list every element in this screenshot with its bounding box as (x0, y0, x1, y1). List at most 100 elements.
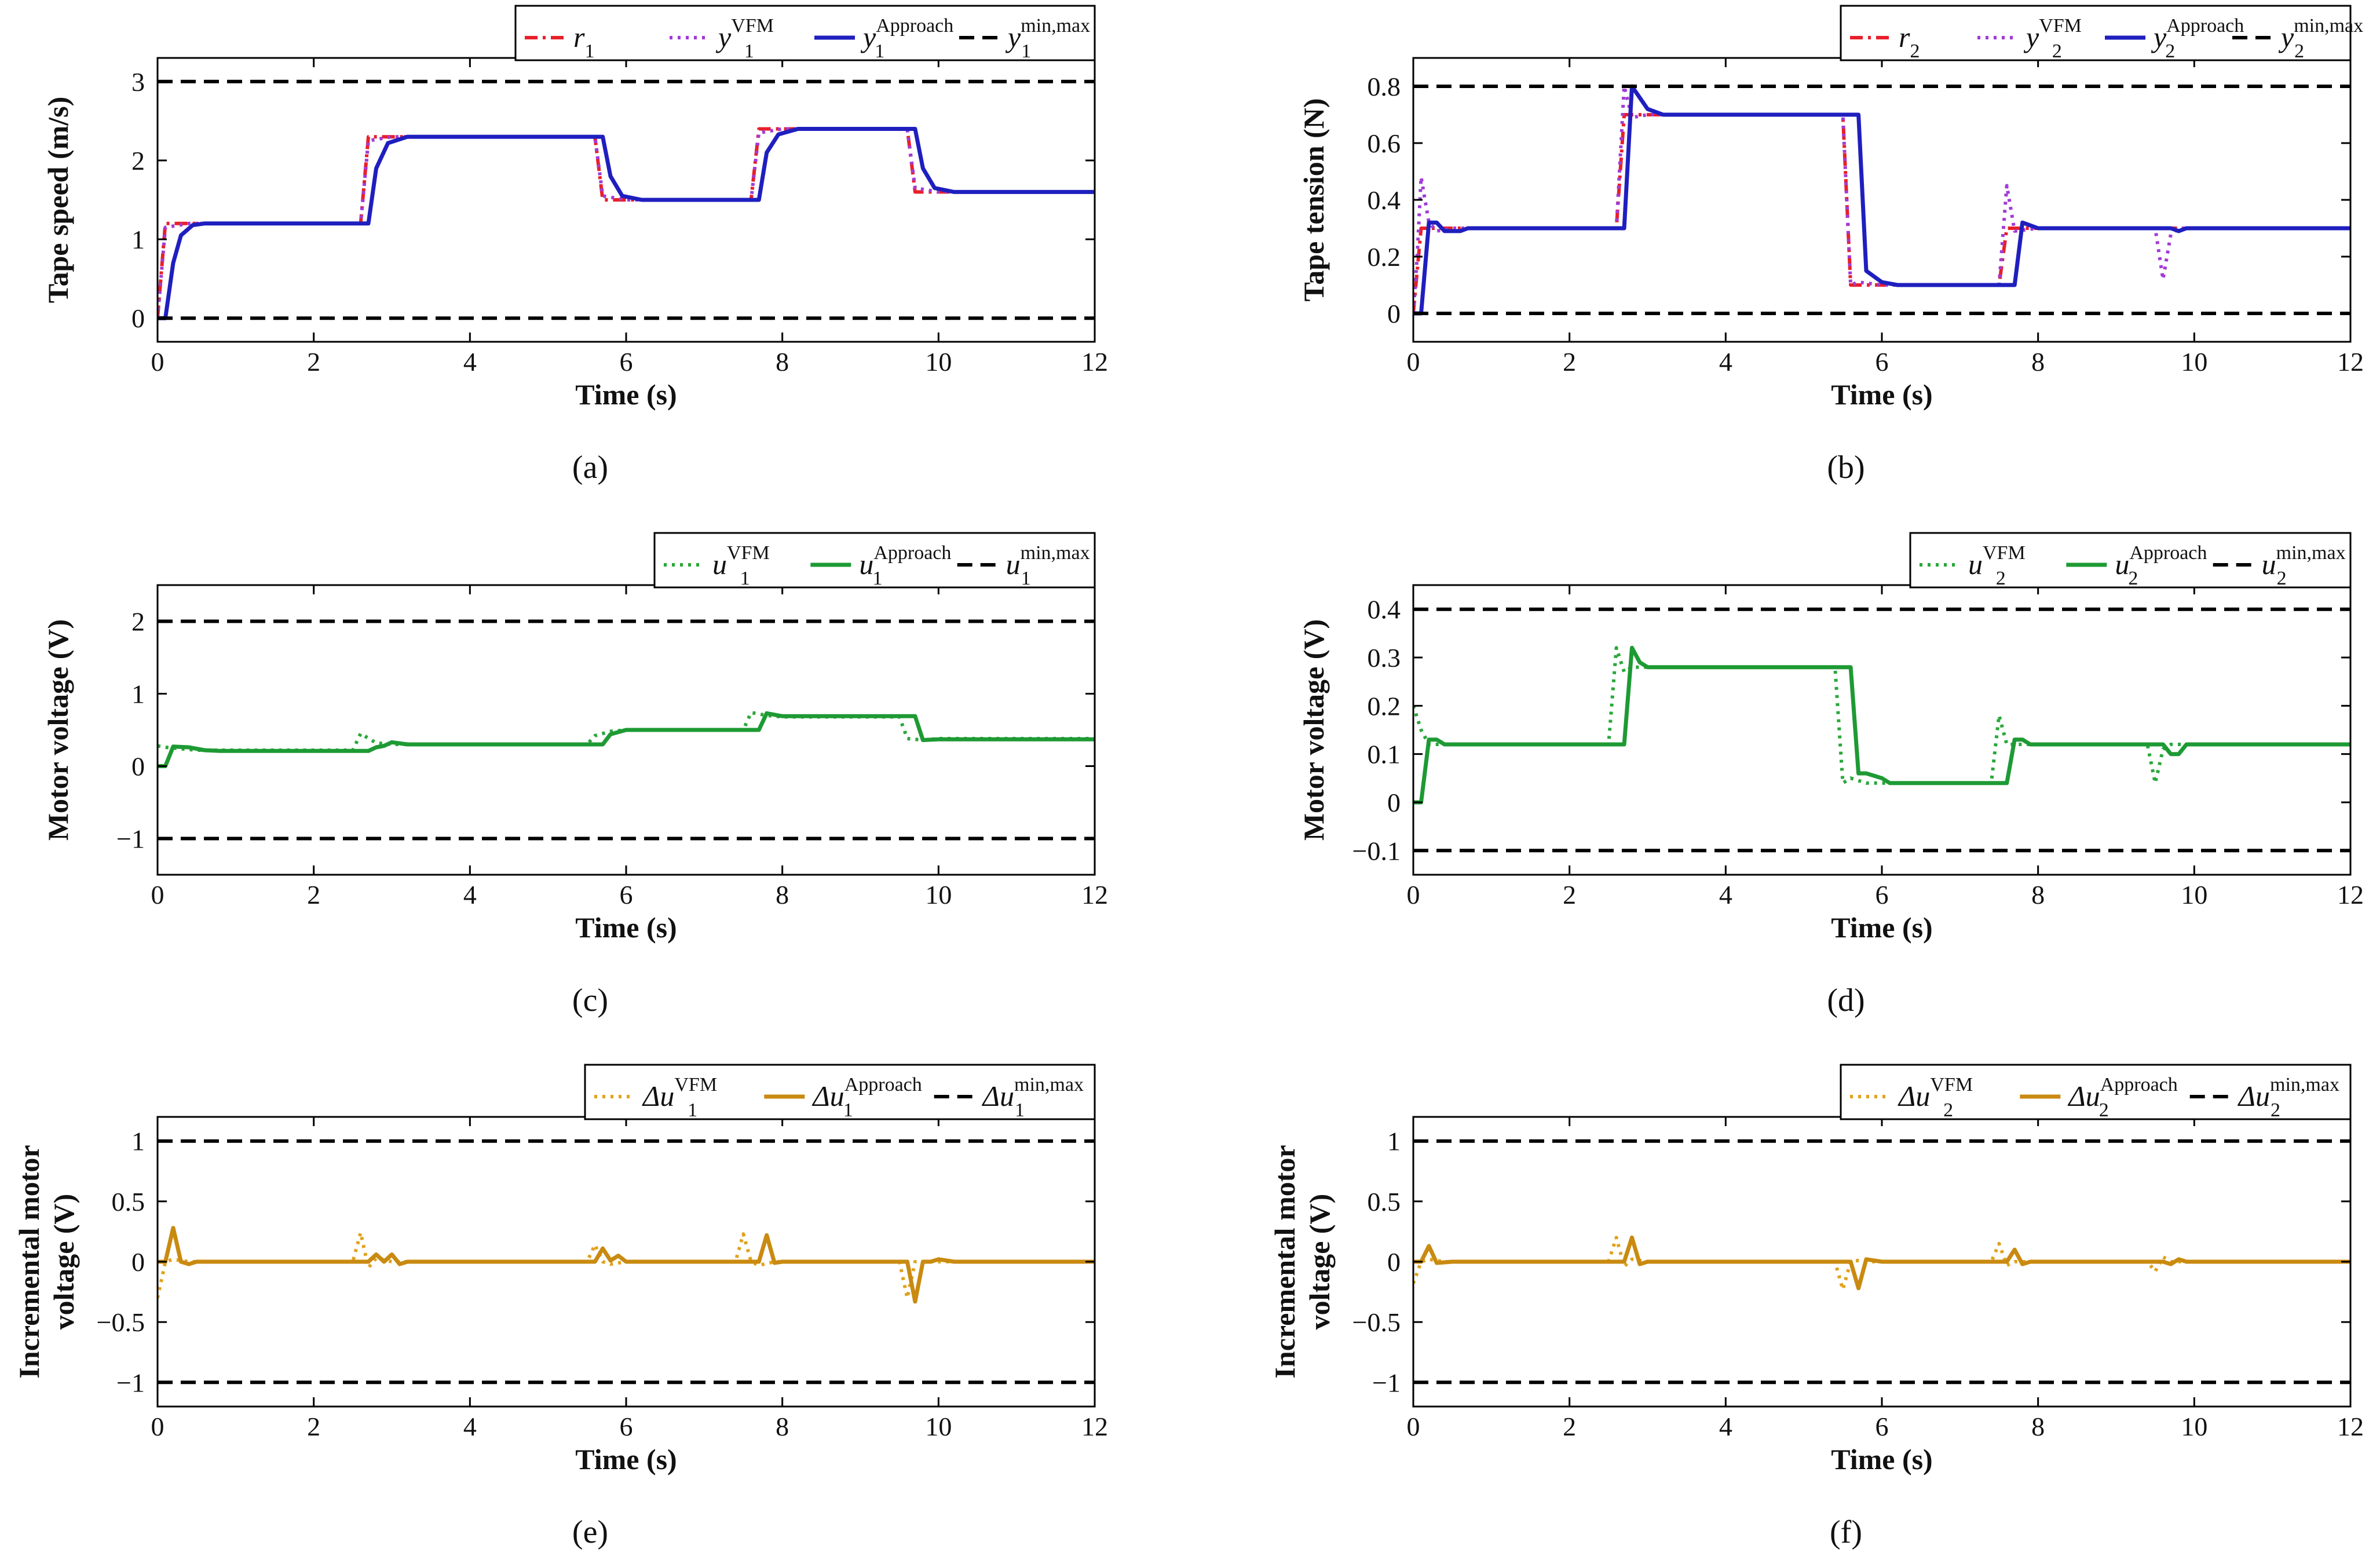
legend-sub: 2 (2165, 41, 2175, 62)
y-tick-label: 1 (1387, 1127, 1401, 1156)
legend-base: Δu (2238, 1080, 2270, 1112)
legend-label: uVFM 2 (1968, 542, 2026, 589)
legend-base: u (2115, 548, 2129, 580)
legend-sub: 1 (744, 41, 754, 62)
x-tick-label: 8 (2031, 347, 2045, 377)
x-tick-label: 12 (1081, 1412, 1108, 1441)
y-tick-label: −0.5 (1352, 1307, 1401, 1337)
y-tick-label: 1 (131, 1127, 145, 1156)
legend-sub: 2 (1910, 41, 1920, 62)
legend-base: u (1006, 548, 1021, 580)
y-tick-label: −1 (116, 1368, 145, 1397)
y-tick-label: 2 (131, 146, 145, 176)
legend-sup: min,max (1021, 542, 1090, 564)
legend-label: umin,max 1 (1006, 542, 1090, 589)
x-axis-label: Time (s) (1831, 378, 1932, 411)
legend-sub: 2 (2128, 568, 2138, 589)
legend-sup: min,max (2294, 15, 2363, 36)
legend-label: uApproach 2 (2115, 542, 2207, 589)
legend-sup: min,max (2270, 1074, 2339, 1095)
x-tick-label: 6 (1876, 880, 1889, 909)
legend-label: yVFM 2 (2023, 15, 2082, 62)
legend-base: u (2262, 548, 2276, 580)
legend-sup: Approach (2129, 542, 2207, 564)
x-tick-label: 12 (1081, 880, 1108, 909)
legend-sub: 1 (688, 1100, 697, 1121)
legend-sup: Approach (876, 15, 953, 36)
x-tick-label: 6 (1876, 347, 1889, 377)
y-axis-label: Motor voltage (V) (1297, 619, 1330, 841)
legend-base: y (2151, 21, 2167, 53)
legend-label: r2 (1899, 21, 1920, 62)
legend-base: y (2023, 21, 2039, 53)
legend-label: yApproach 1 (860, 15, 953, 62)
legend-label: ΔuVFM 1 (642, 1074, 717, 1121)
series-line-y1-approach (158, 127, 1095, 320)
legend-box (1840, 1064, 2352, 1120)
legend-base: y (1005, 21, 1021, 53)
x-tick-label: 4 (1719, 1412, 1732, 1441)
legend-label: yVFM 1 (715, 15, 774, 62)
legend-label: r1 (573, 21, 594, 62)
legend-sub: 1 (1021, 41, 1031, 62)
legend-label: ymin,max 2 (2278, 15, 2363, 62)
x-tick-label: 12 (1081, 347, 1108, 377)
legend-base: u (1968, 548, 1983, 580)
y-tick-label: 0 (1387, 1247, 1401, 1277)
x-tick-label: 4 (1719, 347, 1732, 377)
legend-box (584, 1064, 1096, 1120)
legend-base: Δu (642, 1080, 674, 1112)
x-tick-label: 2 (307, 347, 320, 377)
x-tick-label: 10 (925, 1412, 952, 1441)
y-axis-label: voltage (V) (47, 1194, 80, 1330)
x-tick-label: 6 (620, 880, 633, 909)
legend-sub: 2 (2277, 568, 2287, 589)
legend-base: u (712, 548, 727, 580)
x-tick-label: 2 (1563, 880, 1576, 909)
y-axis-label: Tape tension (N) (1297, 98, 1330, 302)
panel-caption: (b) (1827, 450, 1864, 485)
legend-label: Δumin,max 1 (982, 1074, 1084, 1121)
chart-panel-b: 0 2 4 6 8 10 12 0 0.2 0.4 0.6 0.8 Time (s) Tape tensi… (1297, 5, 2364, 485)
x-tick-label: 10 (2181, 880, 2207, 909)
x-tick-label: 4 (463, 1412, 477, 1441)
x-tick-label: 12 (2337, 347, 2364, 377)
y-tick-label: 0.5 (1368, 1187, 1401, 1217)
x-tick-label: 2 (307, 880, 320, 909)
legend-sup: Approach (873, 542, 951, 564)
y-tick-label: 0 (1387, 788, 1401, 817)
legend-label: ΔuApproach 1 (811, 1074, 922, 1121)
x-tick-label: 0 (151, 1412, 164, 1441)
legend-label: ymin,max 1 (1005, 15, 1090, 62)
x-tick-label: 8 (776, 347, 789, 377)
x-tick-label: 6 (1876, 1412, 1889, 1441)
legend-label: uApproach 1 (859, 542, 951, 589)
x-tick-label: 4 (463, 880, 477, 909)
legend-sub: 2 (2294, 41, 2304, 62)
series-group (158, 619, 1095, 841)
legend-base: Δu (2067, 1080, 2100, 1112)
panel-caption: (a) (572, 450, 608, 485)
legend-base: y (2278, 21, 2294, 53)
legend: ΔuVFM 1 ΔuApproach 1 Δumin,max 1 (584, 1064, 1096, 1121)
y-axis-label: voltage (V) (1303, 1194, 1336, 1330)
panel-caption: (e) (572, 1514, 608, 1550)
x-tick-label: 12 (2337, 880, 2364, 909)
legend: r2 yVFM 2 yApproach 2 ymin,max 2 (1840, 5, 2363, 62)
series-group (158, 79, 1095, 320)
y-axis-label: Incremental motor (1268, 1145, 1301, 1378)
legend-sup: Approach (844, 1074, 922, 1095)
panel-caption: (d) (1827, 982, 1864, 1018)
y-tick-label: −0.5 (97, 1307, 145, 1337)
x-tick-label: 10 (925, 880, 952, 909)
legend-sup: VFM (2039, 15, 2082, 36)
legend-base: u (859, 548, 873, 580)
x-tick-label: 8 (776, 1412, 789, 1441)
y-tick-label: 0.3 (1368, 643, 1401, 673)
legend-sub: 1 (875, 41, 884, 62)
chart-panel-f: 0 2 4 6 8 10 12 −1 −0.5 0 0.5 1 Time (s) Incremental … (1268, 1064, 2364, 1550)
